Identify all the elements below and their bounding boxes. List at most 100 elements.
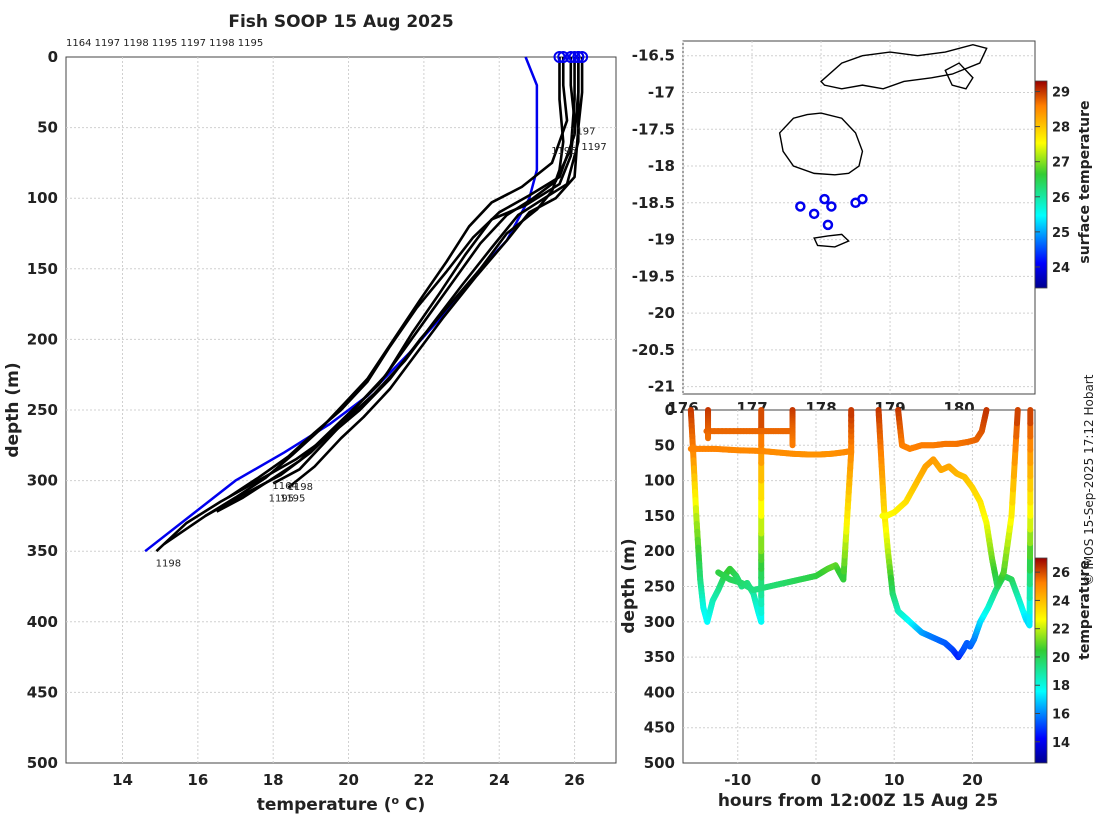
y-tick-label: 450 [27,683,58,701]
colorbar-tick-label: 25 [1052,226,1070,241]
time-depth-x-axis-label: hours from 12:00Z 15 Aug 25 [718,791,998,811]
surface-marker-1198 [572,51,585,63]
map-y-tick-label: -18 [648,157,675,175]
profile-y-axis-label: depth (m) [3,362,23,457]
colorbar-tick-label: 24 [1052,594,1070,609]
profile-x-axis-label: temperature (o C) [257,794,426,815]
y-tick-label: 250 [27,401,58,419]
profile-id-label: 1197 [570,126,595,137]
surface-marker-1195 [576,51,589,63]
climatology-series [144,56,539,553]
profile-id-label: 1195 [551,146,576,157]
surface-marker-1198 [564,51,577,63]
surface-marker-1195 [568,51,581,63]
station-marker [822,219,834,231]
colorbar-tick-label: 26 [1052,566,1070,581]
map-y-tick-label: -20.5 [632,341,675,359]
map-y-tick-label: -21 [648,378,675,396]
y-tick-label: 0 [48,48,58,66]
x-tick-label: 26 [564,771,585,789]
colorbar-tick-label: 28 [1052,121,1070,136]
td-y-tick-label: 250 [644,578,675,596]
profile-grid [66,57,616,763]
coastline-viti-levu [778,112,864,176]
climatology-line [144,56,539,553]
td-y-tick-label: 300 [644,613,675,631]
profile-id-label: 1195 [269,494,294,505]
time-depth-y-ticks: 0 50 100 150 200 250 300 350 400 450 500 [644,401,675,772]
y-tick-label: 400 [27,613,58,631]
y-tick-label: 100 [27,189,58,207]
coastline-vanua-levu [820,43,988,90]
td-x-tick-label: 20 [962,771,983,789]
x-tick-label: 14 [112,771,133,789]
time-depth-x-ticks: -10 0 10 20 [724,771,983,789]
station-markers [795,193,868,231]
credit-text: © IMOS 15-Sep-2025 17:12 Hobart [1082,374,1096,585]
colorbar-tick-label: 14 [1052,736,1070,751]
profile-line-1197 [272,57,580,485]
y-tick-label: 300 [27,472,58,490]
surface-marker-1164 [557,51,570,63]
station-marker [795,201,806,212]
x-tick-label: 18 [263,771,284,789]
coastline-taveuni [944,62,974,90]
profile-id-label: 1197 [581,142,606,153]
map-y-tick-label: -17.5 [632,120,675,138]
time-depth-tracks [687,407,1034,661]
profile-panel: 14 16 18 20 22 24 26 0 50 100 150 200 250 300 350 400 4… [3,12,617,815]
profile-id-label: 1198 [156,558,181,569]
y-tick-label: 50 [37,119,58,137]
time-depth-panel: -10 0 10 20 050100150200250300350400450500 … [619,401,1093,811]
x-tick-label: 22 [413,771,434,789]
map-y-tick-label: -17 [648,83,675,101]
surface-colorbar-label: surface temperature [1077,100,1093,263]
colorbar-tick-label: 24 [1052,261,1070,276]
xlabel-main: temperature ( [257,795,392,815]
colorbar-tick-label: 26 [1052,191,1070,206]
station-marker [826,201,837,212]
td-y-tick-label: 450 [644,719,675,737]
profile-id-label: 1198 [287,482,312,493]
profile-line-1164 [204,57,569,518]
profile-id-label: 1195 [280,494,305,505]
x-tick-label: 24 [489,771,510,789]
track-segment [982,407,990,416]
profile-id-label: 1164 [272,481,297,492]
temperature-colorbar-label: temperature [1077,560,1093,660]
time-depth-y-axis-label: depth (m) [619,538,639,633]
coastline-kadavu [813,233,850,248]
map-y-tick-label: -16.5 [632,47,675,65]
top-profile-ids: 1164 1197 1198 1195 1197 1198 1195 [66,38,263,49]
y-tick-label: 500 [27,754,58,772]
temperature-colorbar-ticks: 14 16 18 20 22 24 26 [1035,566,1070,751]
colorbar-tick-label: 27 [1052,156,1070,171]
profile-line-1198 [227,57,580,499]
td-y-tick-label: 50 [654,436,675,454]
td-y-tick-label: 200 [644,542,675,560]
colorbar-tick-label: 16 [1052,708,1070,723]
map-y-ticks: -16.5 -17 -17.5 -18 -18.5 -19 -19.5 -20 -20.5 -21 [632,47,675,396]
surface-colorbar-ticks: 24 25 26 27 28 29 [1035,86,1070,276]
map-y-tick-label: -19.5 [632,267,675,285]
map-y-tick-label: -18.5 [632,194,675,212]
td-y-tick-label: 0 [665,401,675,419]
colorbar-tick-label: 22 [1052,623,1070,638]
map-y-tick-label: -20 [648,304,675,322]
x-tick-label: 16 [187,771,208,789]
profile-y-ticks: 0 50 100 150 200 250 300 350 400 450 500 [27,48,58,772]
td-x-tick-label: -10 [724,771,751,789]
y-tick-label: 150 [27,260,58,278]
x-tick-label: 20 [338,771,359,789]
station-marker [819,193,830,205]
td-y-tick-label: 150 [644,507,675,525]
chart-title: Fish SOOP 15 Aug 2025 [228,12,453,32]
td-y-tick-label: 100 [644,472,675,490]
profile-x-ticks: 14 16 18 20 22 24 26 [112,771,585,789]
td-x-tick-label: 10 [884,771,905,789]
surface-markers [553,51,589,63]
td-y-tick-label: 350 [644,648,675,666]
track-segment [1014,407,1021,427]
